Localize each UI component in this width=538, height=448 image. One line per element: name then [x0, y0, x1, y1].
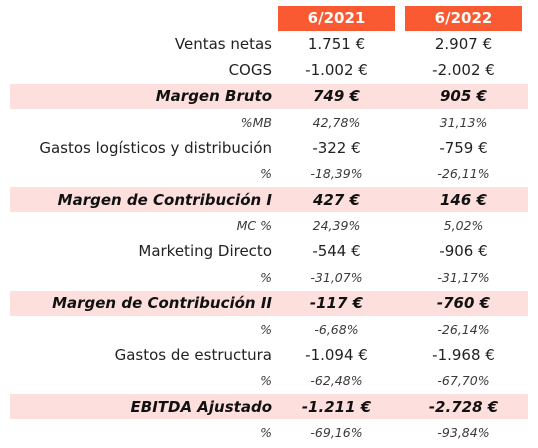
value-2021: -117 €	[309, 294, 364, 313]
table-row: % -62,48% -67,70%	[10, 368, 528, 395]
value-2022: -67,70%	[437, 373, 490, 389]
table-row: Margen de Contribución II -117 € -760 €	[10, 290, 528, 317]
table-row: Ventas netas 1.751 € 2.907 €	[10, 32, 528, 58]
value-2021: -18,39%	[310, 166, 363, 182]
value-2021: 427 €	[313, 190, 360, 209]
value-2021: -544 €	[312, 242, 361, 261]
row-label: %	[260, 166, 272, 182]
table-row: % -31,07% -31,17%	[10, 265, 528, 291]
table-row: Gastos de estructura -1.094 € -1.968 €	[10, 343, 528, 369]
value-2022: -31,17%	[437, 269, 490, 285]
value-2022: 146 €	[440, 190, 487, 209]
table-row: COGS -1.002 € -2.002 €	[10, 58, 528, 84]
table-row: Margen de Contribución I 427 € 146 €	[10, 187, 528, 214]
table-header-row: 6/2021 6/2022	[10, 6, 528, 32]
value-2022: -26,11%	[437, 166, 490, 182]
column-header-2022: 6/2022	[405, 6, 522, 31]
row-label: %	[260, 269, 272, 285]
value-2022: 905 €	[440, 87, 487, 106]
value-2022: -26,14%	[437, 321, 490, 337]
value-2021: 24,39%	[312, 218, 361, 234]
value-2022: -2.002 €	[432, 61, 495, 80]
row-label: Gastos logísticos y distribución	[39, 138, 272, 157]
table-row: Gastos logísticos y distribución -322 € -7…	[10, 135, 528, 162]
row-label: Gastos de estructura	[114, 346, 272, 365]
row-label: EBITDA Ajustado	[130, 397, 272, 416]
row-label: %MB	[240, 114, 272, 130]
value-2021: 1.751 €	[307, 35, 366, 54]
value-2021: -62,48%	[310, 373, 363, 389]
row-label: %	[260, 321, 272, 337]
value-2021: -31,07%	[310, 269, 363, 285]
row-label: %	[260, 373, 272, 389]
row-label: COGS	[228, 61, 272, 80]
table-row: EBITDA Ajustado -1.211 € -2.728 €	[10, 394, 528, 421]
value-2021: 42,78%	[312, 114, 361, 130]
table-row: % -18,39% -26,11%	[10, 161, 528, 188]
value-2021: -6,68%	[314, 321, 359, 337]
value-2021: -1.211 €	[301, 397, 372, 416]
value-2022: -1.968 €	[432, 346, 495, 365]
value-2022: -759 €	[439, 138, 488, 157]
value-2022: 2.907 €	[434, 35, 493, 54]
value-2022: -2.728 €	[428, 397, 499, 416]
table-row: %MB 42,78% 31,13%	[10, 110, 528, 136]
row-label: Marketing Directo	[138, 242, 272, 261]
row-label: Margen de Contribución I	[57, 190, 272, 209]
row-label: Margen Bruto	[155, 87, 272, 106]
pnl-table: 6/2021 6/2022 Ventas netas 1.751 € 2.907 €…	[10, 6, 528, 447]
table-row: Marketing Directo -544 € -906 €	[10, 239, 528, 265]
value-2022: 31,13%	[439, 114, 488, 130]
table-row: MC % 24,39% 5,02%	[10, 213, 528, 240]
table-row: Margen Bruto 749 € 905 €	[10, 83, 528, 110]
value-2021: -1.002 €	[305, 61, 368, 80]
value-2022: -93,84%	[437, 425, 490, 441]
value-2022: -760 €	[436, 294, 491, 313]
table-row: % -6,68% -26,14%	[10, 317, 528, 343]
row-label: %	[260, 425, 272, 441]
value-2022: 5,02%	[443, 218, 484, 234]
value-2021: -69,16%	[310, 425, 363, 441]
row-label: Ventas netas	[174, 35, 272, 54]
row-label: Margen de Contribución II	[52, 294, 272, 313]
value-2021: 749 €	[313, 87, 360, 106]
column-header-2021: 6/2021	[278, 6, 395, 31]
value-2022: -906 €	[439, 242, 488, 261]
row-label: MC %	[236, 218, 272, 234]
value-2021: -1.094 €	[305, 346, 368, 365]
table-row: % -69,16% -93,84%	[10, 420, 528, 447]
value-2021: -322 €	[312, 138, 361, 157]
